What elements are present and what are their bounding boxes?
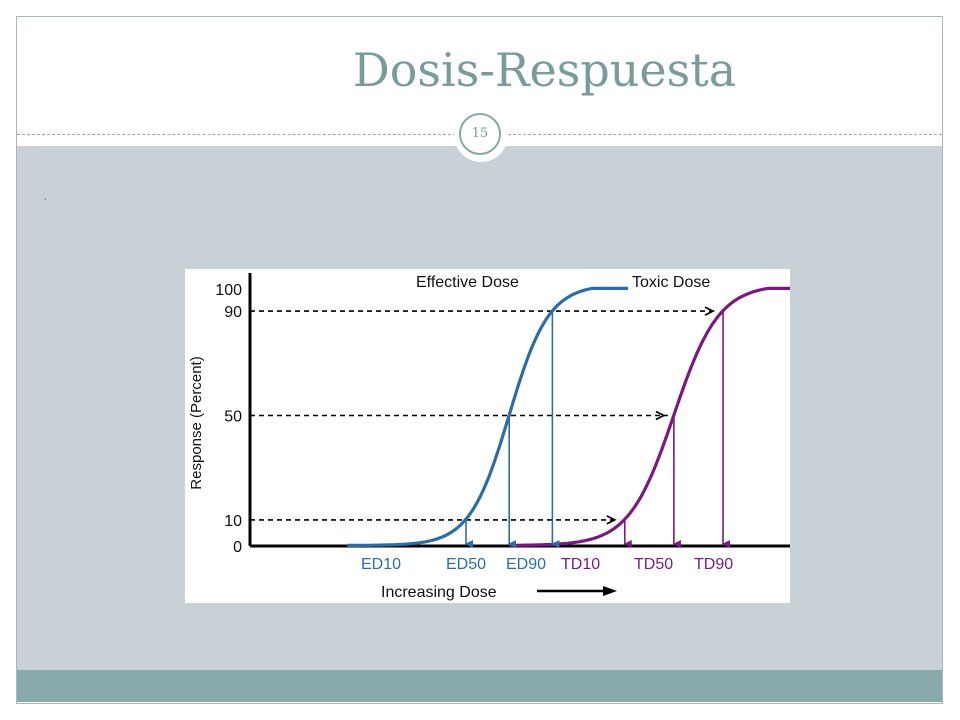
ed90-tick-label: ED90 (506, 556, 546, 573)
ed50-tick-label: ED50 (446, 556, 486, 573)
ed10-tick-label: ED10 (361, 556, 401, 573)
legend-toxic-dose: Toxic Dose (632, 274, 710, 291)
dashed-arrowhead-10 (606, 515, 617, 525)
td50-tick-label: TD50 (634, 556, 673, 573)
y-tick-label: 0 (233, 539, 242, 556)
x-axis-label: Increasing Dose (381, 584, 497, 601)
legend-effective-dose: Effective Dose (416, 274, 519, 291)
toxic-dose-curve (509, 286, 790, 547)
y-tick-label: 10 (224, 513, 242, 530)
dose-response-chart: 100 90 50 10 0 ED10 ED50 ED90 TD10 TD50 TD90 Resp… (185, 269, 790, 603)
effective-dose-curve (347, 286, 628, 547)
td90-tick-label: TD90 (694, 556, 733, 573)
td10-tick-label: TD10 (561, 556, 600, 573)
footer-bar (17, 670, 942, 702)
page-number: 15 (459, 113, 501, 155)
bullet-point: · (43, 190, 48, 206)
y-tick-label: 90 (224, 304, 242, 321)
dashed-arrowhead-90 (704, 306, 715, 316)
dashed-arrowhead-50 (655, 410, 666, 421)
slide-frame (16, 16, 943, 704)
slide-title: Dosis-Respuesta (352, 43, 737, 97)
y-tick-label: 100 (215, 282, 242, 299)
y-axis-label: Response (Percent) (188, 356, 205, 489)
y-tick-label: 50 (224, 409, 242, 426)
increasing-dose-arrowhead (603, 586, 617, 596)
